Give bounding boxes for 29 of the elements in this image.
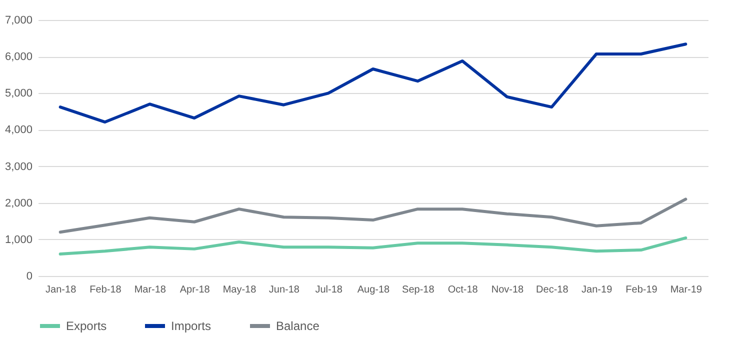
legend-label: Imports <box>171 319 212 333</box>
x-tick-label: Oct-18 <box>448 284 478 296</box>
y-tick-label: 3,000 <box>4 160 32 173</box>
y-tick-label: 1,000 <box>4 234 32 246</box>
x-tick-label: May-18 <box>222 284 257 296</box>
y-tick-label: 7,000 <box>4 14 32 26</box>
x-tick-label: Dec-18 <box>536 284 569 296</box>
line-series <box>58 42 688 124</box>
legend-label: Exports <box>66 319 107 333</box>
x-tick-label: Mar-18 <box>134 284 166 296</box>
line-series <box>58 198 688 234</box>
y-tick-label: 4,000 <box>4 124 32 136</box>
x-tick-label: Jun-18 <box>268 284 300 296</box>
x-tick-label: Apr-18 <box>180 284 210 296</box>
y-tick-label: 5,000 <box>4 88 32 100</box>
y-tick-label: 2,000 <box>4 197 32 210</box>
legend-label: Balance <box>276 319 320 333</box>
line-series <box>58 236 688 256</box>
x-tick-label: Jul-18 <box>315 284 343 296</box>
x-tick-label: Mar-19 <box>670 284 702 296</box>
y-tick-label: 0 <box>26 270 32 282</box>
x-tick-label: Feb-19 <box>626 284 658 296</box>
x-tick-label: Nov-18 <box>491 284 524 296</box>
x-tick-label: Feb-18 <box>90 284 122 296</box>
x-tick-label: Jan-19 <box>582 284 613 296</box>
x-tick-label: Jan-18 <box>46 284 77 296</box>
x-tick-label: Sep-18 <box>402 284 435 296</box>
y-tick-label: 6,000 <box>4 51 32 64</box>
x-tick-label: Aug-18 <box>357 284 390 296</box>
